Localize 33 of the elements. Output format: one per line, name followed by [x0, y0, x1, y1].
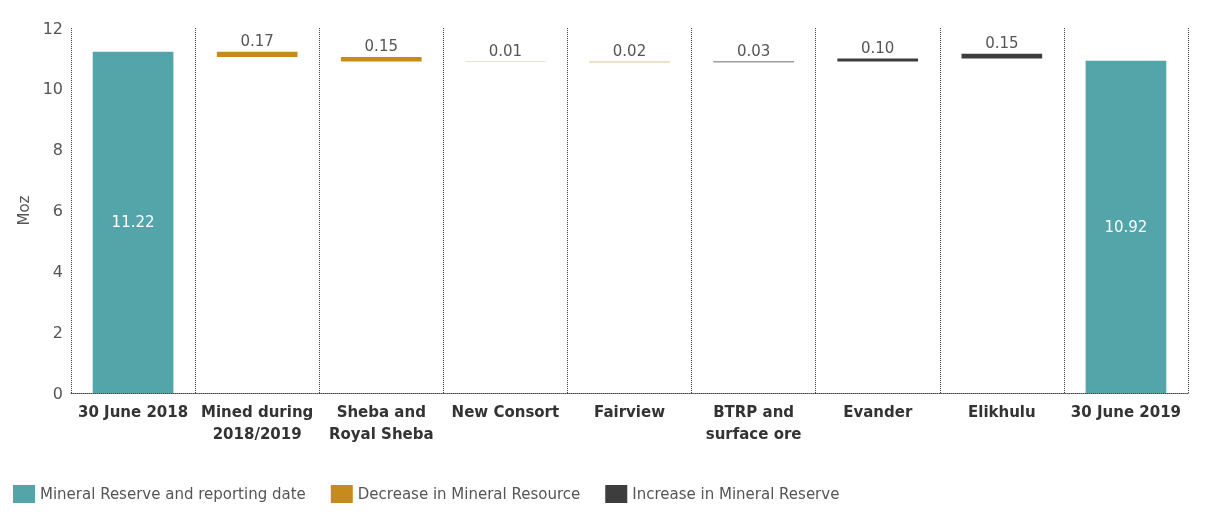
y-axis-title: Moz [14, 195, 33, 226]
y-tick-label: 0 [52, 383, 63, 403]
x-tick-label: New Consort [451, 403, 560, 421]
y-tick-label: 8 [52, 140, 63, 160]
y-tick-label: 2 [52, 322, 63, 342]
data-label: 10.92 [1104, 217, 1148, 236]
x-tick-label: Fairview [594, 403, 666, 421]
data-label: 0.15 [364, 37, 398, 56]
data-label: 0.15 [985, 34, 1019, 53]
x-tick-label: 30 June 2018 [77, 403, 189, 421]
data-label: 0.02 [612, 42, 647, 61]
x-tick-label: Sheba and Royal Sheba [328, 403, 434, 443]
bar [216, 51, 298, 57]
y-tick-label: 6 [52, 201, 63, 220]
data-label: 0.03 [736, 41, 771, 60]
y-tick-label: 12 [42, 18, 63, 38]
x-tick-label: 30 June 2019 [1070, 403, 1182, 421]
data-label: 0.10 [861, 38, 895, 57]
legend-label: Decrease in Mineral Resource [357, 485, 581, 503]
x-tick-label: Elikhulu [967, 403, 1036, 421]
y-tick-label: 10 [42, 79, 63, 99]
x-tick-label: BTRP and surface ore [705, 403, 802, 443]
bar [1085, 60, 1167, 393]
data-label: 11.22 [111, 213, 155, 232]
legend-label: Increase in Mineral Reserve [632, 485, 840, 503]
y-tick-label: 4 [52, 261, 63, 281]
x-tick-label: Evander [843, 403, 913, 421]
legend-label: Mineral Reserve and reporting date [40, 485, 306, 503]
bar [92, 51, 174, 393]
bar [837, 58, 919, 62]
x-tick-label: Mined during 2018/2019 [201, 403, 314, 443]
data-label: 0.01 [488, 41, 523, 60]
data-label: 0.17 [240, 32, 274, 51]
